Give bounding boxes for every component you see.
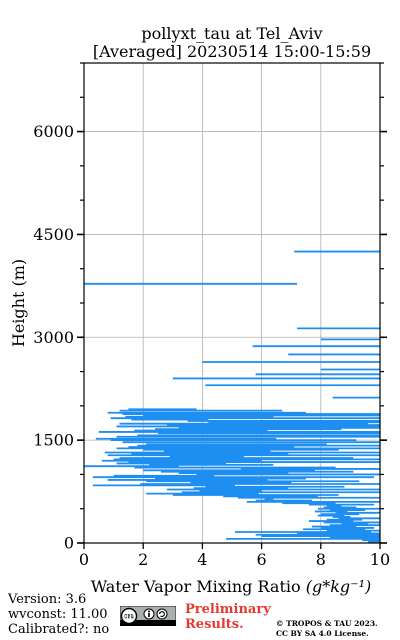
x-tick-label: 4	[197, 550, 207, 569]
chart-title: pollyxt_tau at Tel_Aviv	[141, 24, 322, 43]
x-tick-label: 0	[79, 550, 89, 569]
x-axis-label-text: Water Vapor Mixing Ratio	[91, 577, 301, 596]
x-tick-label: 8	[316, 550, 326, 569]
y-tick-label: 4500	[33, 225, 74, 244]
x-tick-label: 2	[138, 550, 148, 569]
cc-badge-text: CC BY SA	[125, 613, 134, 621]
axis-ticks: 0 1500 3000 4500 6000 0 2 4 6 8 10	[33, 62, 390, 569]
profile-series	[84, 250, 380, 543]
copyright-line1: © TROPOS & TAU 2023.	[276, 619, 378, 628]
chart-subtitle: [Averaged] 20230514 15:00-15:59	[93, 42, 371, 61]
preliminary-line1: Preliminary	[185, 602, 271, 617]
x-axis-label: Water Vapor Mixing Ratio (g*kg⁻¹)	[91, 577, 372, 596]
preliminary-line2: Results.	[185, 617, 244, 632]
y-tick-label: 6000	[33, 122, 74, 141]
x-tick-label: 6	[257, 550, 267, 569]
y-axis-label: Height (m)	[9, 259, 28, 347]
x-axis-label-unit: (g*kg⁻¹)	[306, 577, 372, 596]
y-tick-label: 1500	[33, 431, 74, 450]
cc-license-icon: CC BY SA	[120, 606, 176, 626]
y-tick-label: 0	[64, 534, 74, 553]
preliminary-notice: Preliminary Results.	[185, 602, 271, 632]
copyright-notice: © TROPOS & TAU 2023. CC BY SA 4.0 Licens…	[276, 619, 378, 639]
version-text: Version: 3.6	[8, 592, 87, 607]
x-tick-label: 10	[370, 550, 390, 569]
wvconst-text: wvconst: 11.00	[8, 607, 108, 622]
calibrated-text: Calibrated?: no	[8, 622, 110, 637]
y-tick-label: 3000	[33, 328, 74, 347]
copyright-line2: CC BY SA 4.0 License.	[276, 629, 369, 638]
